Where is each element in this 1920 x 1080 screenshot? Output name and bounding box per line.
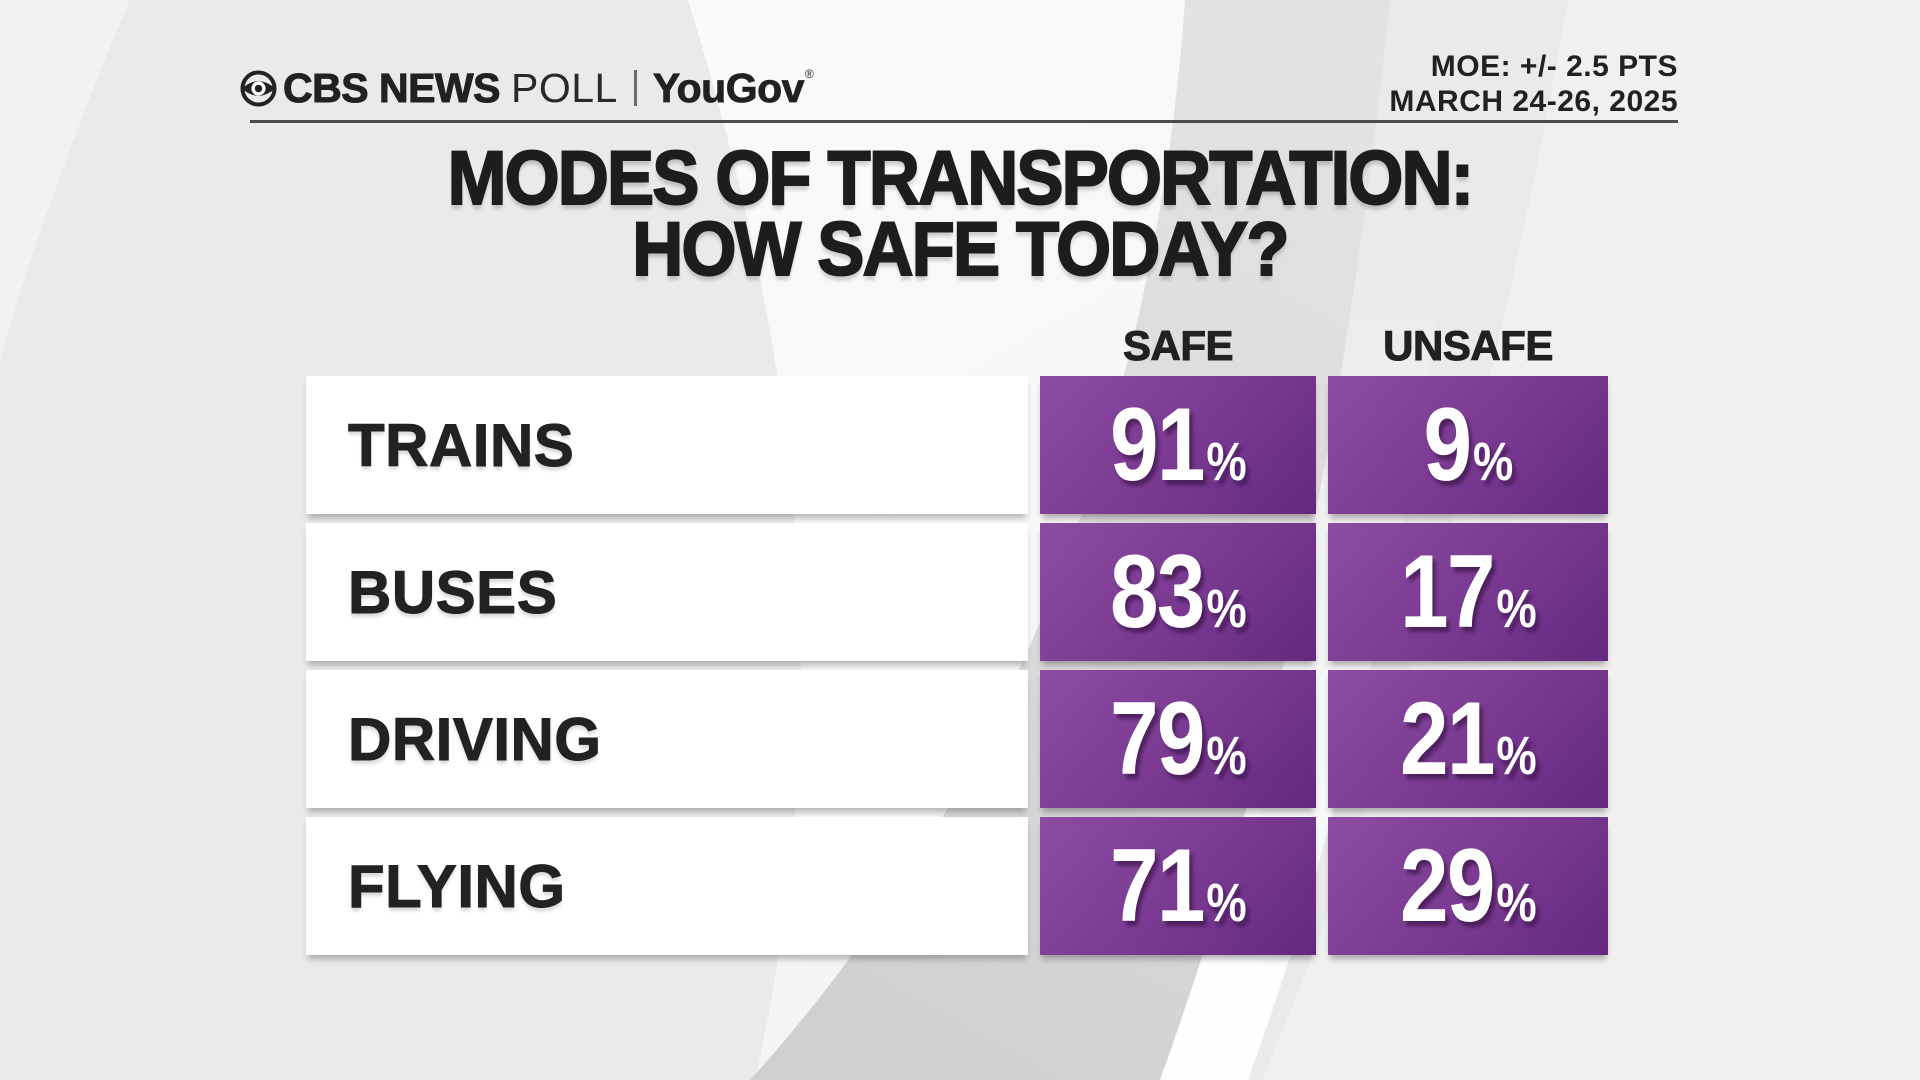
safe-value: 79% [1109,681,1247,797]
logo-yougov: YouGov® [652,64,814,111]
row-label: FLYING [306,817,1028,955]
row-label: TRAINS [306,376,1028,514]
column-header-unsafe: UNSAFE [1383,322,1554,370]
title-line-2: HOW SAFE TODAY? [631,206,1290,292]
unsafe-value: 9% [1423,387,1513,503]
unsafe-value: 17% [1399,534,1537,650]
unsafe-value-cell: 29% [1328,817,1608,955]
percent-sign: % [1205,726,1247,786]
cbs-news-poll-logo: CBS NEWS POLL YouGov® [240,64,814,111]
safe-value-cell: 91% [1040,376,1316,514]
safe-value-cell: 83% [1040,523,1316,661]
safe-value-cell: 71% [1040,817,1316,955]
safe-value: 83% [1109,534,1247,650]
column-header-safe: SAFE [1122,322,1234,370]
dates-line: MARCH 24-26, 2025 [1389,84,1678,118]
logo-text: CBS NEWS POLL YouGov® [283,64,814,111]
header-rule [250,120,1678,123]
table-row-flying: FLYING 71% 29% [306,817,1608,955]
table-row-trains: TRAINS 91% 9% [306,376,1608,514]
logo-poll: POLL [510,64,618,111]
cbs-eye-icon [240,69,277,107]
safe-value: 71% [1109,828,1247,944]
unsafe-value-cell: 21% [1328,670,1608,808]
safe-value: 91% [1109,387,1247,503]
table-row-buses: BUSES 83% 17% [306,523,1608,661]
percent-sign: % [1472,432,1513,492]
registered-mark: ® [804,66,814,81]
percent-sign: % [1495,873,1537,933]
logo-divider [633,70,637,106]
logo-cbs-news: CBS NEWS [283,64,501,111]
percent-sign: % [1205,579,1247,639]
row-label: DRIVING [306,670,1028,808]
percent-sign: % [1495,726,1537,786]
poll-table: TRAINS 91% 9% BUSES 83% 17% DRIVING 79% … [306,376,1608,964]
page-title: MODES OF TRANSPORTATION: HOW SAFE TODAY? [0,136,1920,292]
row-label: BUSES [306,523,1028,661]
table-row-driving: DRIVING 79% 21% [306,670,1608,808]
percent-sign: % [1495,579,1537,639]
unsafe-value: 29% [1399,828,1537,944]
percent-sign: % [1205,432,1247,492]
safe-value-cell: 79% [1040,670,1316,808]
percent-sign: % [1205,873,1247,933]
title-line-1: MODES OF TRANSPORTATION: [447,136,1475,221]
unsafe-value: 21% [1399,681,1537,797]
moe-line: MOE: +/- 2.5 PTS [1430,50,1678,83]
unsafe-value-cell: 17% [1328,523,1608,661]
unsafe-value-cell: 9% [1328,376,1608,514]
poll-meta: MOE: +/- 2.5 PTS MARCH 24-26, 2025 [1389,50,1678,119]
